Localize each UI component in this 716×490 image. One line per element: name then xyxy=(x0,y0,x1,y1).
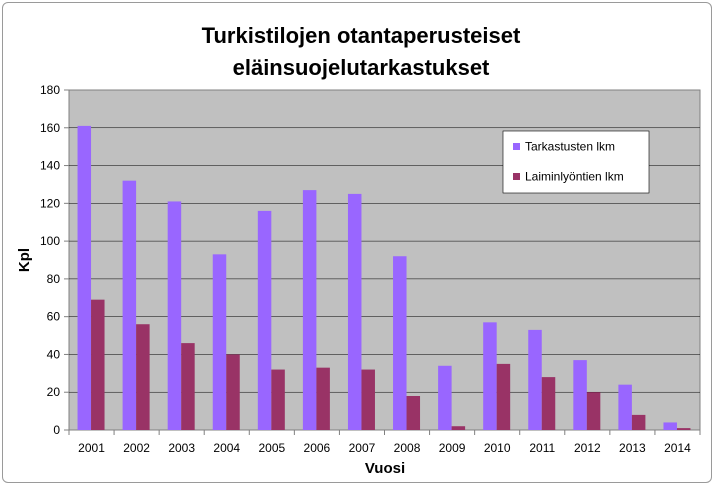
bar-tarkastusten-2014 xyxy=(663,422,677,430)
y-tick-label: 160 xyxy=(40,121,60,135)
bar-laiminlyontien-2009 xyxy=(451,426,466,430)
bar-laiminlyontien-2012 xyxy=(586,392,601,430)
x-tick-label: 2013 xyxy=(619,441,646,455)
bar-tarkastusten-2002 xyxy=(122,180,137,430)
bar-laiminlyontien-2005 xyxy=(271,369,285,430)
legend-label-tarkastusten: Tarkastusten lkm xyxy=(525,140,615,154)
x-tick-label: 2007 xyxy=(349,441,376,455)
legend-box xyxy=(502,130,650,194)
bar-laiminlyontien-2014 xyxy=(676,428,691,430)
x-tick-label: 2002 xyxy=(123,441,150,455)
x-tick-label: 2009 xyxy=(439,441,466,455)
legend-label-laiminlyontien: Laiminlyöntien lkm xyxy=(525,170,624,184)
y-axis-ticks: 0 20 40 60 80 100 120 140 160 180 xyxy=(40,83,69,437)
y-tick-label: 40 xyxy=(47,347,61,361)
y-tick-label: 120 xyxy=(40,196,60,210)
y-tick-label: 140 xyxy=(40,159,60,173)
legend-swatch-laiminlyontien xyxy=(513,173,520,180)
bar-laiminlyontien-2008 xyxy=(406,396,421,430)
legend: Tarkastusten lkm Laiminlyöntien lkm xyxy=(502,130,650,194)
bars xyxy=(77,125,691,430)
y-tick-label: 100 xyxy=(40,234,60,248)
chart-title-line-2: eläinsuojelutarkastukset xyxy=(233,55,490,80)
bar-chart: Turkistilojen otantaperusteiset eläinsuo… xyxy=(16,23,701,477)
bar-tarkastusten-2013 xyxy=(618,384,632,430)
x-tick-label: 2010 xyxy=(484,441,511,455)
x-tick-label: 2011 xyxy=(529,441,555,455)
x-tick-label: 2008 xyxy=(394,441,421,455)
x-tick-label: 2003 xyxy=(168,441,195,455)
x-tick-label: 2004 xyxy=(213,441,240,455)
y-tick-label: 180 xyxy=(40,83,60,97)
bar-tarkastusten-2009 xyxy=(438,365,452,430)
y-tick-label: 20 xyxy=(47,385,61,399)
chart-frame: Turkistilojen otantaperusteiset eläinsuo… xyxy=(2,2,712,483)
chart-title-line-1: Turkistilojen otantaperusteiset xyxy=(202,23,521,48)
bar-laiminlyontien-2003 xyxy=(181,343,195,430)
bar-tarkastusten-2012 xyxy=(573,360,587,430)
bar-laiminlyontien-2010 xyxy=(496,363,511,430)
bar-tarkastusten-2004 xyxy=(212,254,227,430)
x-tick-label: 2006 xyxy=(304,441,331,455)
bar-tarkastusten-2001 xyxy=(77,125,92,430)
x-tick-label: 2001 xyxy=(78,441,105,455)
bar-laiminlyontien-2007 xyxy=(361,369,375,430)
legend-swatch-tarkastusten xyxy=(513,143,520,150)
bar-tarkastusten-2008 xyxy=(393,256,407,430)
bar-tarkastusten-2005 xyxy=(257,210,272,430)
bar-tarkastusten-2011 xyxy=(528,329,542,430)
bar-tarkastusten-2007 xyxy=(347,193,362,430)
y-tick-label: 60 xyxy=(47,310,61,324)
bar-laiminlyontien-2001 xyxy=(91,299,105,430)
bar-laiminlyontien-2004 xyxy=(226,354,240,430)
x-axis-ticks: 2001 2002 2003 2004 2005 2006 2007 2008 2009 2010… xyxy=(68,430,701,455)
bar-tarkastusten-2010 xyxy=(483,322,497,430)
x-axis-title: Vuosi xyxy=(365,460,405,477)
bar-laiminlyontien-2002 xyxy=(136,324,150,430)
y-tick-label: 80 xyxy=(47,272,61,286)
bar-tarkastusten-2006 xyxy=(302,190,317,430)
bar-laiminlyontien-2006 xyxy=(316,367,330,430)
y-axis-title: Kpl xyxy=(16,248,33,272)
bar-tarkastusten-2003 xyxy=(167,201,182,430)
x-tick-label: 2014 xyxy=(664,441,691,455)
y-tick-label: 0 xyxy=(53,423,60,437)
bar-laiminlyontien-2013 xyxy=(631,414,646,430)
x-tick-label: 2005 xyxy=(258,441,285,455)
x-tick-label: 2012 xyxy=(574,441,601,455)
bar-laiminlyontien-2011 xyxy=(541,377,556,430)
